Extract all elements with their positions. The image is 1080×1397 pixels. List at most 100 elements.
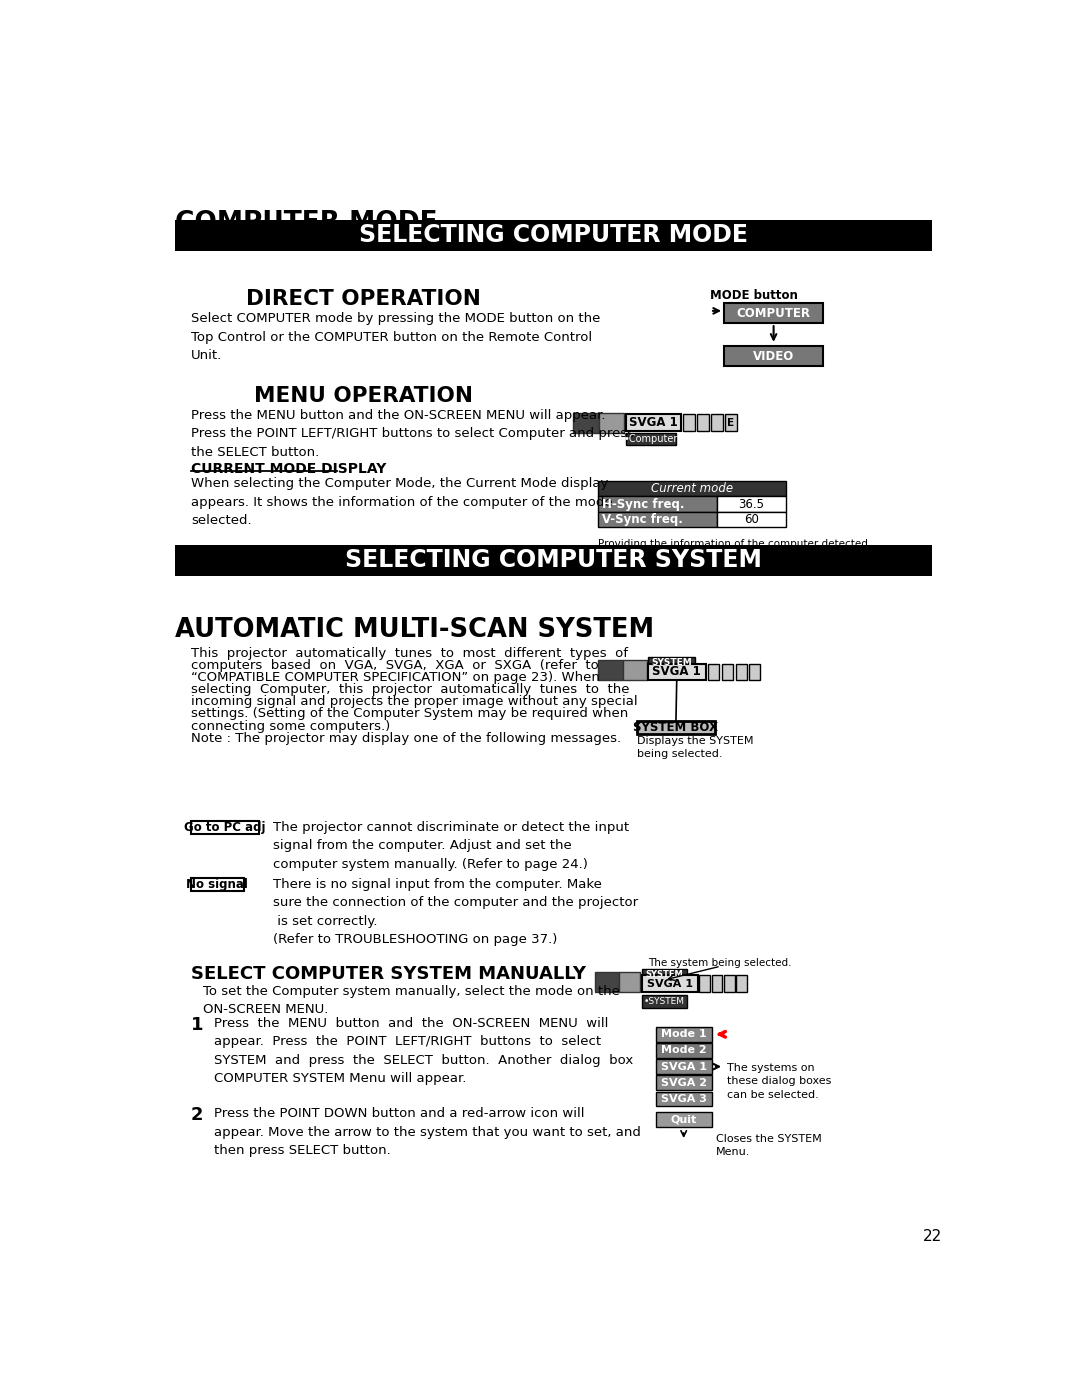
Text: COMPUTER: COMPUTER [737,307,811,320]
Text: SVGA 3: SVGA 3 [661,1094,706,1104]
FancyBboxPatch shape [175,545,932,576]
FancyBboxPatch shape [724,346,823,366]
FancyBboxPatch shape [572,412,599,433]
FancyBboxPatch shape [717,511,786,527]
Text: Providing the information of the computer detected
by the projector.: Providing the information of the compute… [598,539,868,562]
FancyBboxPatch shape [656,1044,712,1058]
Text: Press the MENU button and the ON-SCREEN MENU will appear.
Press the POINT LEFT/R: Press the MENU button and the ON-SCREEN … [191,409,634,458]
Text: Press the POINT DOWN button and a red-arrow icon will
appear. Move the arrow to : Press the POINT DOWN button and a red-ar… [214,1106,640,1157]
Text: selecting  Computer,  this  projector  automatically  tunes  to  the: selecting Computer, this projector autom… [191,683,630,696]
FancyBboxPatch shape [711,414,724,432]
FancyBboxPatch shape [717,496,786,511]
Text: DIRECT OPERATION: DIRECT OPERATION [246,289,481,309]
Text: This  projector  automatically  tunes  to  most  different  types  of: This projector automatically tunes to mo… [191,647,627,659]
Text: settings. (Setting of the Computer System may be required when: settings. (Setting of the Computer Syste… [191,707,629,721]
Text: VIDEO: VIDEO [753,349,794,363]
FancyBboxPatch shape [599,412,624,433]
Text: V-Sync freq.: V-Sync freq. [602,513,683,527]
Text: SVGA 1: SVGA 1 [661,1062,706,1071]
FancyBboxPatch shape [598,661,623,680]
Text: When selecting the Computer Mode, the Current Mode display
appears. It shows the: When selecting the Computer Mode, the Cu… [191,478,612,527]
Text: 2: 2 [191,1106,203,1123]
Text: Displays the SYSTEM
being selected.: Displays the SYSTEM being selected. [637,736,754,759]
FancyBboxPatch shape [191,877,243,891]
FancyBboxPatch shape [656,1059,712,1074]
Text: SVGA 1: SVGA 1 [629,416,678,429]
FancyBboxPatch shape [625,414,681,432]
Text: AUTOMATIC MULTI-SCAN SYSTEM: AUTOMATIC MULTI-SCAN SYSTEM [175,616,654,643]
Text: incoming signal and projects the proper image without any special: incoming signal and projects the proper … [191,696,637,708]
Text: SYSTEM: SYSTEM [651,658,691,666]
FancyBboxPatch shape [735,664,747,680]
Text: To set the Computer system manually, select the mode on the
ON-SCREEN MENU.: To set the Computer system manually, sel… [203,985,620,1016]
FancyBboxPatch shape [642,975,698,992]
FancyBboxPatch shape [683,414,696,432]
FancyBboxPatch shape [737,975,747,992]
FancyBboxPatch shape [656,1091,712,1106]
FancyBboxPatch shape [623,661,647,680]
FancyBboxPatch shape [697,414,710,432]
Text: The system being selected.: The system being selected. [648,958,792,968]
Text: CURRENT MODE DISPLAY: CURRENT MODE DISPLAY [191,462,387,476]
Text: SVGA 2: SVGA 2 [661,1077,706,1088]
Text: SELECT COMPUTER SYSTEM MANUALLY: SELECT COMPUTER SYSTEM MANUALLY [191,964,585,982]
Text: Mode 2: Mode 2 [661,1045,706,1056]
Text: The projector cannot discriminate or detect the input
signal from the computer. : The projector cannot discriminate or det… [273,820,629,870]
FancyBboxPatch shape [642,996,687,1007]
FancyBboxPatch shape [724,303,823,323]
Text: E: E [728,418,734,427]
Text: Select COMPUTER mode by pressing the MODE button on the
Top Control or the COMPU: Select COMPUTER mode by pressing the MOD… [191,313,600,362]
Text: 22: 22 [923,1229,943,1243]
Text: “COMPATIBLE COMPUTER SPECIFICATION” on page 23). When: “COMPATIBLE COMPUTER SPECIFICATION” on p… [191,671,599,685]
Text: Current mode: Current mode [651,482,733,495]
Text: COMPUTER MODE: COMPUTER MODE [175,210,437,236]
Text: Go to PC adj: Go to PC adj [185,821,266,834]
FancyBboxPatch shape [656,1112,712,1127]
Text: SYSTEM: SYSTEM [646,970,684,979]
Text: MENU OPERATION: MENU OPERATION [254,386,473,405]
Text: SELECTING COMPUTER SYSTEM: SELECTING COMPUTER SYSTEM [346,549,761,573]
Text: The systems on
these dialog boxes
can be selected.: The systems on these dialog boxes can be… [727,1063,832,1099]
Text: Note : The projector may display one of the following messages.: Note : The projector may display one of … [191,732,621,745]
Text: 60: 60 [744,513,759,527]
FancyBboxPatch shape [707,664,719,680]
Text: No signal: No signal [186,877,248,891]
FancyBboxPatch shape [699,975,710,992]
Text: There is no signal input from the computer. Make
sure the connection of the comp: There is no signal input from the comput… [273,877,638,946]
FancyBboxPatch shape [175,219,932,251]
Text: 36.5: 36.5 [739,497,765,511]
Text: Mode 1: Mode 1 [661,1030,706,1039]
FancyBboxPatch shape [725,414,738,432]
Text: H-Sync freq.: H-Sync freq. [602,497,684,511]
Text: computers  based  on  VGA,  SVGA,  XGA  or  SXGA  (refer  to: computers based on VGA, SVGA, XGA or SXG… [191,659,598,672]
Text: •SYSTEM: •SYSTEM [644,997,685,1006]
FancyBboxPatch shape [595,972,619,992]
FancyBboxPatch shape [648,664,706,680]
FancyBboxPatch shape [598,481,786,496]
Text: SVGA 1: SVGA 1 [652,665,701,679]
Text: SELECTING COMPUTER MODE: SELECTING COMPUTER MODE [359,224,748,247]
FancyBboxPatch shape [721,664,733,680]
Text: Closes the SYSTEM
Menu.: Closes the SYSTEM Menu. [716,1134,822,1157]
FancyBboxPatch shape [748,664,760,680]
FancyBboxPatch shape [598,496,717,511]
Text: Press  the  MENU  button  and  the  ON-SCREEN  MENU  will
appear.  Press  the  P: Press the MENU button and the ON-SCREEN … [214,1017,633,1085]
Text: SYSTEM BOX: SYSTEM BOX [634,721,718,733]
FancyBboxPatch shape [656,1076,712,1090]
FancyBboxPatch shape [625,433,676,444]
Text: connecting some computers.): connecting some computers.) [191,719,390,732]
FancyBboxPatch shape [637,721,715,733]
FancyBboxPatch shape [619,972,640,992]
FancyBboxPatch shape [642,970,687,979]
Text: 1: 1 [191,1016,203,1034]
Text: SVGA 1: SVGA 1 [647,979,692,989]
Text: •Computer: •Computer [623,433,677,444]
Text: MODE button: MODE button [710,289,798,302]
FancyBboxPatch shape [656,1027,712,1042]
Text: Quit: Quit [671,1115,697,1125]
FancyBboxPatch shape [598,511,717,527]
FancyBboxPatch shape [724,975,734,992]
FancyBboxPatch shape [648,657,694,668]
FancyBboxPatch shape [191,820,259,834]
FancyBboxPatch shape [712,975,723,992]
